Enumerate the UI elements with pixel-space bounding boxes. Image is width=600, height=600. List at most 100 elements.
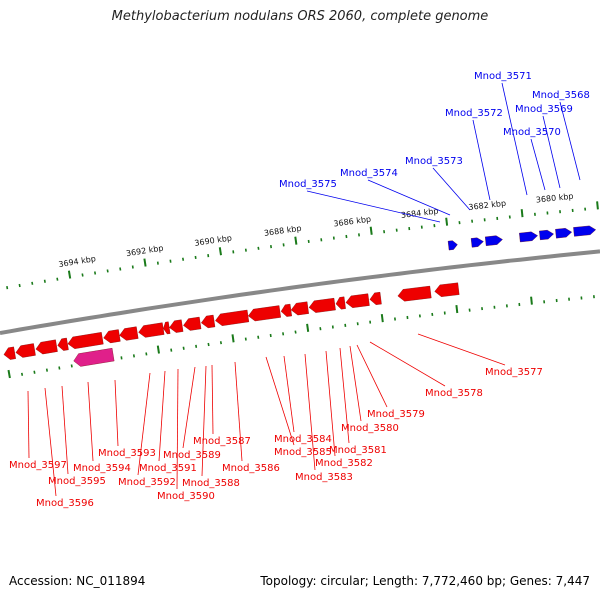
inner-tick bbox=[182, 346, 185, 350]
gene-labels: Mnod_3568 Mnod_3569 Mnod_3570 Mnod_3571 Mnod… bbox=[9, 71, 590, 509]
inner-tick bbox=[7, 369, 11, 379]
forward-leader-line bbox=[542, 115, 561, 189]
outer-tick bbox=[294, 236, 298, 245]
inner-tick bbox=[231, 334, 235, 343]
forward-gene-arrow bbox=[484, 235, 503, 246]
reverse-leader-line bbox=[283, 355, 295, 433]
gene-label-mnod-3594: Mnod_3594 bbox=[73, 463, 131, 474]
inner-tick bbox=[156, 345, 160, 354]
gene-label-mnod-3575: Mnod_3575 bbox=[279, 179, 337, 190]
outer-tick bbox=[43, 279, 46, 283]
backbone-line bbox=[0, 249, 600, 335]
inner-tick bbox=[294, 330, 297, 334]
reverse-gene-arrow bbox=[280, 303, 292, 317]
gene-label-mnod-3586: Mnod_3586 bbox=[222, 463, 280, 474]
ruler-label: 3694 kbp bbox=[58, 254, 97, 269]
reverse-gene-arrow bbox=[35, 339, 58, 355]
reverse-gene-arrow bbox=[183, 316, 202, 331]
outer-tick bbox=[94, 271, 97, 275]
gene-label-mnod-3569: Mnod_3569 bbox=[515, 104, 573, 115]
gene-label-mnod-3570: Mnod_3570 bbox=[503, 127, 561, 138]
reverse-gene-arrow bbox=[163, 321, 171, 335]
forward-gene-arrow bbox=[539, 229, 554, 241]
outer-tick bbox=[143, 258, 147, 267]
inner-tick bbox=[58, 366, 61, 370]
gene-label-mnod-3597: Mnod_3597 bbox=[9, 460, 67, 471]
ruler-label: 3680 kbp bbox=[535, 192, 573, 205]
gene-label-mnod-3583: Mnod_3583 bbox=[295, 472, 353, 483]
gene-label-mnod-3577: Mnod_3577 bbox=[485, 367, 543, 378]
reverse-leader-line bbox=[234, 361, 243, 462]
accession-text: Accession: NC_011894 bbox=[9, 574, 146, 588]
inner-tick bbox=[33, 370, 36, 374]
ruler-label: 3690 kbp bbox=[194, 233, 233, 247]
gene-label-mnod-3573: Mnod_3573 bbox=[405, 156, 463, 167]
outer-tick bbox=[182, 257, 185, 261]
reverse-leader-line bbox=[304, 353, 316, 471]
forward-gene-arrow bbox=[519, 231, 538, 243]
reverse-leader-line bbox=[44, 387, 57, 497]
reverse-leader-line bbox=[27, 390, 30, 459]
reverse-gene-arrow bbox=[201, 314, 216, 329]
inner-tick bbox=[219, 341, 222, 345]
gene-features bbox=[3, 225, 596, 367]
gene-label-mnod-3580: Mnod_3580 bbox=[341, 423, 399, 434]
outer-tick bbox=[520, 209, 524, 218]
gene-label-mnod-3592: Mnod_3592 bbox=[118, 477, 176, 488]
inner-tick bbox=[21, 372, 24, 376]
outer-tick bbox=[119, 267, 122, 271]
reverse-leader-line bbox=[265, 356, 295, 446]
gene-label-mnod-3591: Mnod_3591 bbox=[139, 463, 197, 474]
outer-tick bbox=[445, 217, 449, 226]
gene-label-mnod-3571: Mnod_3571 bbox=[474, 71, 532, 82]
reverse-gene-arrow bbox=[215, 309, 250, 326]
ruler-label: 3688 kbp bbox=[263, 224, 302, 238]
ruler-label: 3692 kbp bbox=[125, 244, 164, 259]
inner-tick bbox=[170, 348, 173, 352]
ruler-labels: 3680 kbp 3682 kbp 3684 kbp 3686 kbp 3688 kbp… bbox=[58, 192, 574, 269]
reverse-gene-arrow bbox=[103, 329, 121, 344]
inner-tick bbox=[45, 368, 48, 372]
gene-label-mnod-3585: Mnod_3585 bbox=[274, 447, 332, 458]
outer-tick bbox=[18, 283, 21, 288]
reverse-gene-arrow bbox=[434, 282, 460, 297]
label-leaders bbox=[27, 82, 581, 497]
outer-tick bbox=[31, 281, 34, 285]
forward-gene-arrow bbox=[555, 228, 573, 239]
reverse-gene-arrow bbox=[169, 319, 184, 333]
reverse-leader-line bbox=[114, 379, 119, 447]
gene-label-mnod-3590: Mnod_3590 bbox=[157, 491, 215, 502]
reverse-leader-line bbox=[349, 345, 362, 422]
reverse-leader-line bbox=[158, 370, 166, 462]
rna-feature bbox=[73, 348, 115, 367]
gene-label-mnod-3581: Mnod_3581 bbox=[329, 445, 387, 456]
inner-tick bbox=[380, 313, 384, 323]
inner-tick bbox=[455, 304, 459, 314]
forward-leader-line bbox=[306, 190, 441, 223]
inner-tick bbox=[257, 335, 260, 339]
forward-leader-line bbox=[501, 82, 528, 196]
reverse-gene-arrow bbox=[308, 297, 336, 313]
reverse-gene-arrow bbox=[3, 346, 16, 360]
gene-label-mnod-3572: Mnod_3572 bbox=[445, 108, 503, 119]
reverse-gene-arrow bbox=[369, 291, 382, 305]
map-title: Methylobacterium nodulans ORS 2060, comp… bbox=[111, 9, 489, 24]
reverse-gene-arrow bbox=[335, 296, 346, 310]
outer-tick bbox=[67, 270, 72, 279]
reverse-leader-line bbox=[201, 365, 207, 477]
reverse-leader-line bbox=[137, 372, 151, 476]
inner-tick bbox=[306, 323, 310, 332]
gene-label-mnod-3595: Mnod_3595 bbox=[48, 476, 106, 487]
genome-backbone bbox=[0, 249, 600, 335]
outer-tick bbox=[6, 285, 9, 290]
reverse-leader-line bbox=[339, 347, 350, 444]
outer-tick bbox=[56, 277, 59, 281]
reverse-gene-arrow bbox=[138, 322, 165, 338]
reverse-gene-arrow bbox=[248, 305, 281, 322]
forward-gene-arrow bbox=[470, 237, 484, 248]
inner-tick bbox=[132, 354, 135, 358]
outer-tick-ring bbox=[6, 201, 599, 290]
ruler-label: 3682 kbp bbox=[468, 199, 506, 212]
reverse-leader-line bbox=[211, 364, 214, 435]
inner-tick-ring bbox=[7, 295, 595, 379]
